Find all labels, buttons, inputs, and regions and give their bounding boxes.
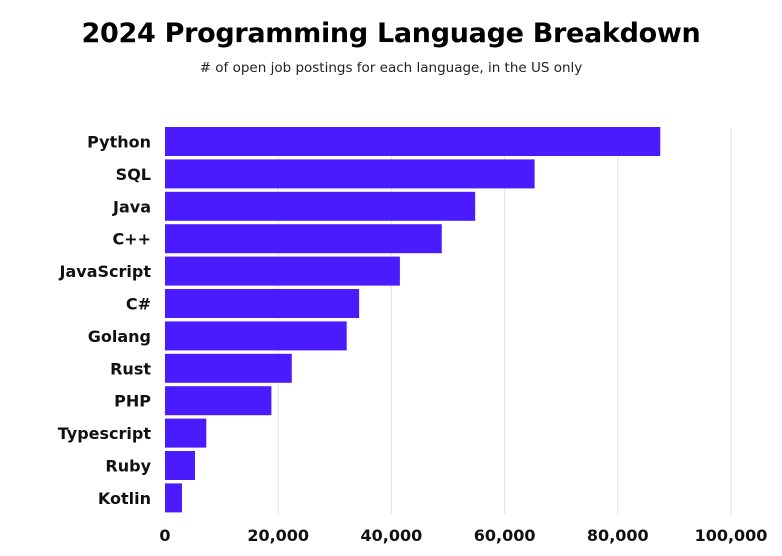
chart-title: 2024 Programming Language Breakdown [81,18,701,49]
category-label-javascript: JavaScript [59,262,152,281]
bar-ruby [165,451,195,480]
bar-java [165,191,476,221]
x-tick-label-2: 40,000 [361,526,423,545]
x-tick-label-0: 0 [159,526,170,545]
chart-subtitle: # of open job postings for each language… [199,60,583,76]
category-label-kotlin: Kotlin [98,489,151,508]
category-label-python: Python [87,133,151,152]
bar-rust [165,353,292,383]
bar-typescript [165,418,207,448]
bar-csharp [165,289,360,318]
category-label-cplusplus: C++ [112,230,151,249]
category-label-golang: Golang [88,327,151,346]
bar-javascript [165,256,400,286]
bar-sql [165,159,535,189]
category-label-sql: SQL [116,165,151,184]
bar-golang [165,321,347,351]
category-label-ruby: Ruby [105,457,151,476]
bar-python [165,127,661,156]
category-label-php: PHP [114,392,151,411]
category-label-csharp: C# [126,295,151,314]
x-tick-label-4: 80,000 [587,526,649,545]
category-label-typescript: Typescript [58,424,152,443]
x-axis-ticks: 0 20,000 40,000 60,000 80,000 100,000 [159,526,767,545]
x-tick-label-1: 20,000 [247,526,309,545]
bar-kotlin [165,483,182,513]
bar-php [165,386,272,416]
category-label-rust: Rust [110,359,151,378]
bar-cplusplus [165,224,442,254]
category-labels: Python SQL Java C++ JavaScript C# Golang Rust PH… [58,133,152,508]
bars [165,127,661,513]
x-tick-label-3: 60,000 [474,526,536,545]
x-tick-label-5: 100,000 [695,526,768,545]
category-label-java: Java [112,197,151,216]
